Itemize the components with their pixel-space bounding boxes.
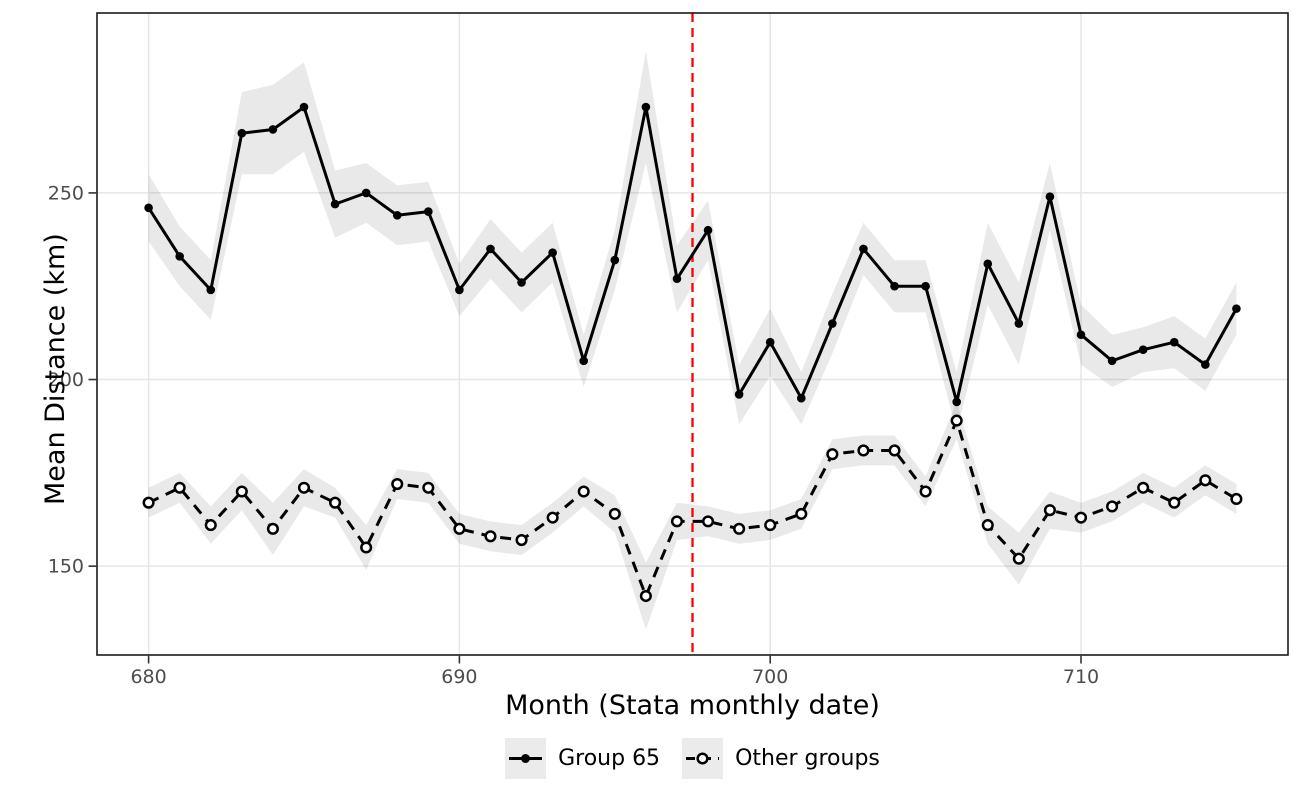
data-point xyxy=(1137,481,1150,494)
data-point xyxy=(890,281,899,291)
data-point xyxy=(610,255,620,265)
data-point xyxy=(1230,492,1243,506)
legend-label-group-65: Group 65 xyxy=(558,746,661,771)
data-point xyxy=(297,481,311,494)
data-point xyxy=(144,203,153,213)
data-point xyxy=(268,125,278,134)
data-point xyxy=(828,319,837,328)
data-point xyxy=(577,485,590,498)
x-tick-label: 700 xyxy=(752,666,788,688)
data-point xyxy=(422,481,435,494)
data-point xyxy=(639,589,652,603)
y-tick-label: 250 xyxy=(48,182,84,204)
data-point xyxy=(453,522,466,535)
data-point xyxy=(329,496,342,509)
y-axis-title: Mean Distance (km) xyxy=(40,233,71,505)
data-point xyxy=(391,477,404,491)
data-point xyxy=(266,522,279,535)
data-point xyxy=(1107,356,1117,366)
data-point xyxy=(515,533,528,547)
data-point xyxy=(703,225,713,235)
data-point xyxy=(826,448,839,461)
data-point xyxy=(455,285,464,295)
x-tick-label: 710 xyxy=(1063,666,1099,688)
data-point xyxy=(670,515,684,528)
data-point xyxy=(795,507,808,520)
data-point xyxy=(237,128,247,138)
data-point xyxy=(206,285,216,295)
data-point xyxy=(546,511,559,524)
data-point xyxy=(142,496,155,509)
data-point xyxy=(484,530,497,543)
data-point xyxy=(1043,504,1056,517)
data-point xyxy=(517,278,526,287)
legend-item-other-groups: Other groups xyxy=(682,738,880,779)
panel-border xyxy=(96,12,1289,656)
data-point xyxy=(235,485,248,498)
data-point xyxy=(857,444,870,457)
data-point xyxy=(701,515,715,528)
data-point xyxy=(1014,319,1024,328)
x-tick-label: 690 xyxy=(441,666,477,688)
data-point xyxy=(1201,360,1210,369)
data-point xyxy=(1076,330,1086,340)
data-point xyxy=(981,519,994,532)
data-point xyxy=(579,356,589,366)
data-point xyxy=(360,541,373,554)
data-point xyxy=(952,397,961,407)
data-point xyxy=(486,244,495,254)
legend-key-solid-line-icon xyxy=(505,738,547,779)
data-point xyxy=(1045,192,1055,201)
x-tick-label: 680 xyxy=(130,666,166,688)
data-point xyxy=(392,211,402,220)
data-point xyxy=(921,281,930,291)
data-point xyxy=(733,522,746,535)
data-point xyxy=(1138,345,1148,354)
data-point xyxy=(361,188,371,198)
data-point xyxy=(764,519,777,532)
legend-item-group-65: Group 65 xyxy=(505,738,660,779)
data-point xyxy=(299,102,309,112)
data-point xyxy=(173,481,186,494)
data-point xyxy=(330,199,340,209)
y-tick-label: 200 xyxy=(48,369,84,391)
data-point xyxy=(765,337,775,347)
data-point xyxy=(608,507,621,520)
data-point xyxy=(1232,304,1241,313)
data-point xyxy=(672,274,682,284)
data-point xyxy=(1199,474,1212,487)
data-point xyxy=(1074,511,1088,524)
data-point xyxy=(859,244,868,254)
legend-key-dashed-line-icon xyxy=(682,738,724,779)
data-point xyxy=(175,252,184,261)
data-point xyxy=(1012,552,1025,565)
data-point xyxy=(424,207,433,216)
data-point xyxy=(641,102,651,112)
data-point xyxy=(796,393,806,403)
legend: Group 65 Other groups xyxy=(97,738,1288,779)
x-axis-title: Month (Stata monthly date) xyxy=(505,690,880,721)
data-point xyxy=(1106,500,1119,513)
y-tick-label: 150 xyxy=(48,556,84,578)
data-point xyxy=(919,485,932,498)
series-line-0 xyxy=(147,105,1238,404)
data-point xyxy=(1169,337,1179,347)
data-point xyxy=(204,519,217,532)
data-point xyxy=(888,444,901,457)
data-point xyxy=(983,259,993,269)
data-point xyxy=(1168,496,1181,509)
legend-label-other-groups: Other groups xyxy=(735,746,880,771)
data-point xyxy=(734,390,744,399)
data-point xyxy=(548,248,557,257)
data-point xyxy=(950,414,963,427)
